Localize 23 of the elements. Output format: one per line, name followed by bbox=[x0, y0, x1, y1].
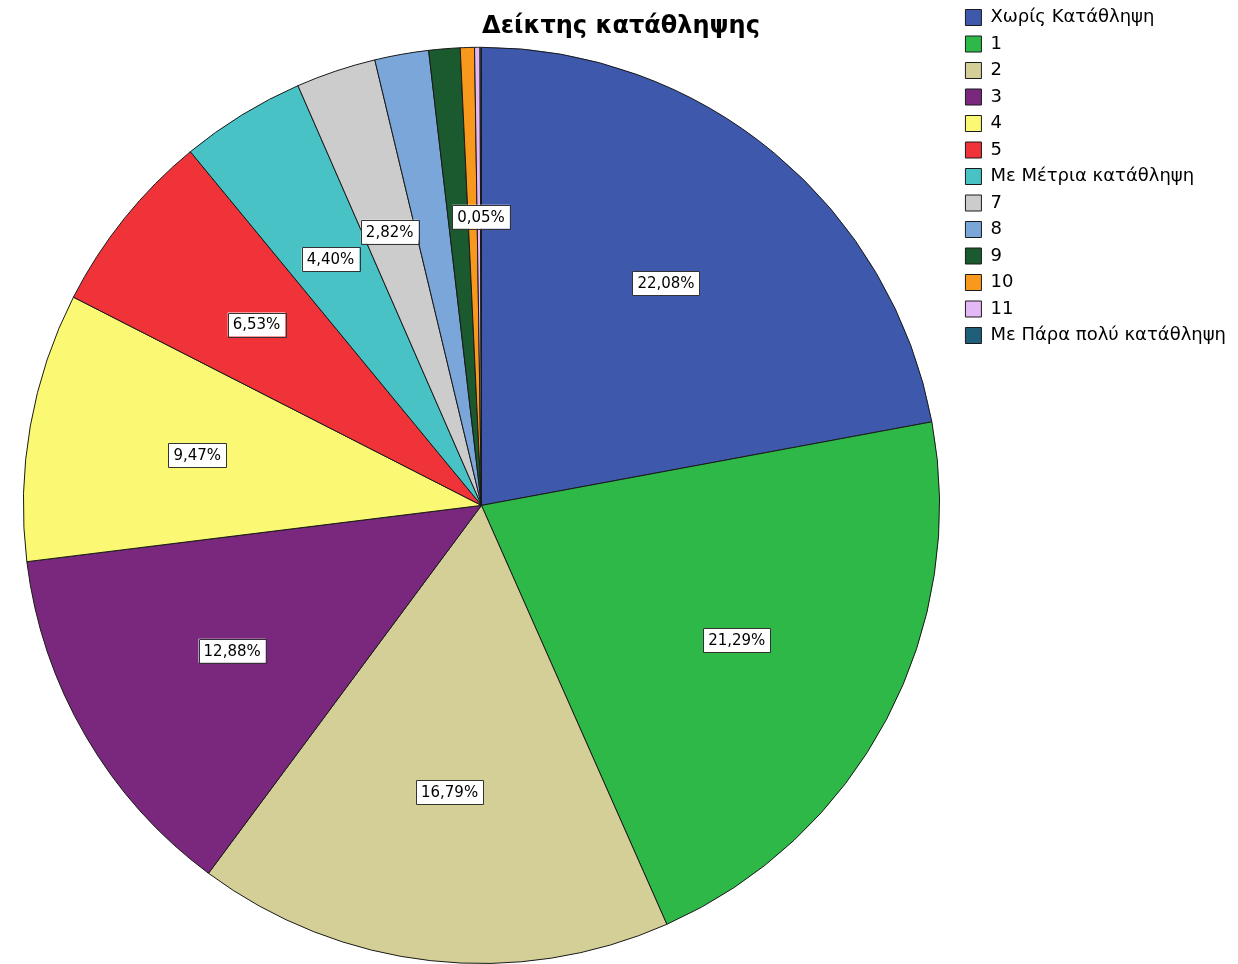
data-label: 22,08% bbox=[637, 274, 695, 293]
data-label: 21,29% bbox=[708, 630, 766, 649]
legend-label: 4 bbox=[990, 111, 1002, 133]
data-label: 12,88% bbox=[203, 641, 261, 660]
legend-label: 1 bbox=[990, 31, 1002, 53]
data-label: 9,47% bbox=[173, 446, 222, 465]
data-label: 4,40% bbox=[306, 250, 355, 269]
legend-label: 3 bbox=[990, 84, 1002, 106]
data-label: 16,79% bbox=[420, 783, 479, 802]
legend-label: Με Μέτρια κατάθληψη bbox=[990, 164, 1195, 186]
legend-label: 7 bbox=[990, 190, 1002, 212]
legend-label: 9 bbox=[990, 243, 1002, 265]
legend-label: 2 bbox=[990, 58, 1002, 80]
data-label: 2,82% bbox=[365, 222, 414, 241]
legend-label: 5 bbox=[990, 137, 1002, 159]
legend-label: 11 bbox=[990, 296, 1014, 318]
legend-label: 8 bbox=[990, 217, 1002, 239]
chart-title: Δείκτης κατάθληψης bbox=[482, 10, 760, 39]
legend-label: Χωρίς Κατάθληψη bbox=[990, 5, 1155, 27]
data-label: 0,05% bbox=[457, 207, 505, 226]
data-label: 6,53% bbox=[232, 315, 281, 334]
legend-label: 10 bbox=[990, 270, 1014, 292]
legend-label: Με Πάρα πολύ κατάθληψη bbox=[990, 323, 1227, 345]
